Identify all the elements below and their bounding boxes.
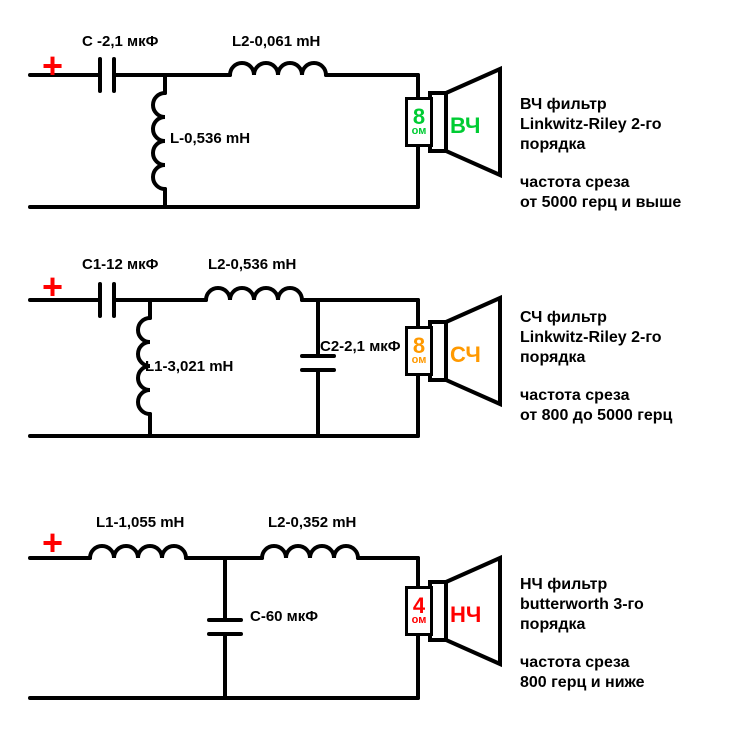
- lf-description: НЧ фильтр butterworth 3-го порядка часто…: [520, 575, 720, 693]
- plus-icon: +: [42, 45, 63, 87]
- mf-l2-label: L2-0,536 mH: [208, 256, 296, 273]
- lf-desc-line3: порядка: [520, 615, 720, 635]
- mf-l1-label: L1-3,021 mH: [145, 358, 233, 375]
- lf-desc-line5: 800 герц и ниже: [520, 673, 720, 693]
- hf-desc-line4: частота среза: [520, 173, 720, 193]
- lf-l1-label: L1-1,055 mH: [96, 514, 184, 531]
- mf-ohm-box: 8 ом: [405, 326, 433, 376]
- hf-c-label: C -2,1 мкФ: [82, 33, 158, 50]
- hf-band-label: ВЧ: [450, 113, 481, 139]
- hf-schematic: [0, 25, 520, 225]
- mf-ohm-unit: ом: [412, 356, 427, 366]
- hf-ohm-box: 8 ом: [405, 97, 433, 147]
- lf-ohm-box: 4 ом: [405, 586, 433, 636]
- hf-ohm-unit: ом: [412, 127, 427, 137]
- lf-c-label: C-60 мкФ: [250, 608, 318, 625]
- mf-ohm-value: 8: [413, 336, 425, 356]
- lf-desc-line1: НЧ фильтр: [520, 575, 720, 595]
- mf-desc-line1: СЧ фильтр: [520, 308, 720, 328]
- lf-ohm-unit: ом: [412, 616, 427, 626]
- mf-desc-line4: частота среза: [520, 386, 720, 406]
- lf-desc-line4: частота среза: [520, 653, 720, 673]
- hf-desc-line5: от 5000 герц и выше: [520, 193, 720, 213]
- mf-schematic: [0, 270, 520, 460]
- hf-l2-label: L2-0,061 mH: [232, 33, 320, 50]
- hf-ohm-value: 8: [413, 107, 425, 127]
- lf-l2-label: L2-0,352 mH: [268, 514, 356, 531]
- hf-desc-line3: порядка: [520, 135, 720, 155]
- mf-description: СЧ фильтр Linkwitz-Riley 2-го порядка ча…: [520, 308, 720, 426]
- plus-icon: +: [42, 266, 63, 308]
- mf-circuit: + C1-12 мкФ L2-0,536 mH L1-3,021 mH C2-2…: [0, 270, 520, 460]
- plus-icon: +: [42, 522, 63, 564]
- lf-band-label: НЧ: [450, 602, 481, 628]
- mf-c1-label: C1-12 мкФ: [82, 256, 158, 273]
- mf-c2-label: C2-2,1 мкФ: [320, 338, 401, 355]
- lf-ohm-value: 4: [413, 596, 425, 616]
- lf-circuit: + L1-1,055 mH L2-0,352 mH C-60 мкФ: [0, 520, 520, 720]
- hf-desc-line2: Linkwitz-Riley 2-го: [520, 115, 720, 135]
- mf-desc-line5: от 800 до 5000 герц: [520, 406, 720, 426]
- hf-description: ВЧ фильтр Linkwitz-Riley 2-го порядка ча…: [520, 95, 720, 213]
- hf-circuit: + C -2,1 мкФ L2-0,061 mH L-0,536 mH: [0, 25, 520, 225]
- lf-desc-line2: butterworth 3-го: [520, 595, 720, 615]
- hf-desc-line1: ВЧ фильтр: [520, 95, 720, 115]
- mf-desc-line2: Linkwitz-Riley 2-го: [520, 328, 720, 348]
- hf-l-label: L-0,536 mH: [170, 130, 250, 147]
- mf-band-label: СЧ: [450, 342, 481, 368]
- mf-desc-line3: порядка: [520, 348, 720, 368]
